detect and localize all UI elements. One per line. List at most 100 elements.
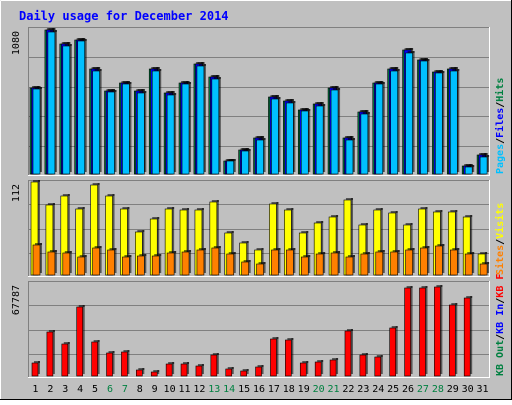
bar-pages-day-9	[151, 69, 162, 175]
bar-visits-day-6-side	[112, 194, 115, 273]
bar-kbf-day-27-face	[419, 287, 426, 377]
bar-pages-day-16-top	[258, 138, 266, 140]
bar-sites-day-16	[256, 262, 266, 276]
bar-sites-day-23-side	[367, 252, 370, 273]
bar-visits-day-17-side	[276, 202, 279, 273]
bar-sites-day-19	[300, 255, 311, 276]
bar-pages-day-2-side	[54, 30, 57, 172]
day-label-30: 30	[462, 384, 474, 395]
day-label-9: 9	[152, 384, 158, 395]
bar-visits-day-28-side	[440, 210, 443, 273]
bar-pages-day-10-side	[174, 93, 177, 172]
bar-visits-day-11-side	[187, 208, 190, 273]
bar-kbf-day-24	[374, 355, 383, 377]
bar-sites-day-22-top	[347, 255, 355, 257]
bar-visits-day-23-top	[360, 223, 368, 225]
bar-sites-day-17-top	[273, 248, 281, 250]
bar-pages-day-29-side	[457, 69, 460, 172]
bar-pages-day-19-side	[308, 109, 311, 172]
bar-visits-day-9-side	[157, 217, 160, 273]
bar-pages-day-28-side	[442, 71, 445, 172]
bar-kbf-day-28-side	[440, 285, 443, 374]
bar-pages-day-2	[47, 30, 57, 175]
bar-pages-day-15	[241, 149, 251, 175]
day-label-21: 21	[327, 384, 339, 395]
day-label-18: 18	[283, 384, 295, 395]
bar-visits-day-10-top	[167, 207, 175, 209]
bar-pages-day-11-side	[189, 82, 192, 172]
bar-sites-day-4	[77, 255, 87, 276]
bar-sites-day-5-top	[94, 246, 102, 248]
bar-kbf-day-19	[299, 361, 309, 377]
bar-pages-day-28	[435, 71, 445, 175]
bar-kbf-day-4-side	[82, 305, 85, 374]
bar-visits-day-24-side	[380, 208, 383, 273]
bar-kbf-day-26-face	[404, 287, 411, 377]
bar-files-day-2-top	[48, 28, 56, 30]
bar-pages-day-19	[300, 109, 311, 175]
day-label-19: 19	[298, 384, 310, 395]
bar-kbf-day-12	[195, 364, 204, 377]
bar-kbf-day-29-top	[451, 303, 458, 305]
bar-sites-day-26	[405, 248, 415, 276]
bar-kbf-day-15	[240, 369, 249, 377]
bar-sites-day-17	[271, 248, 281, 276]
bar-pages-day-12-top	[198, 64, 206, 66]
bar-sites-day-15	[241, 260, 251, 276]
day-label-5: 5	[92, 384, 98, 395]
bar-kbf-day-20-top	[317, 360, 324, 362]
bar-kbf-day-25-top	[391, 326, 398, 328]
bar-pages-day-31-face	[479, 156, 488, 175]
bar-visits-day-12-top	[196, 208, 204, 210]
bar-kbf-day-10-face	[165, 363, 173, 377]
bar-pages-day-19-top	[303, 109, 311, 111]
bar-files-day-3-top	[63, 42, 71, 44]
bar-sites-day-31-face	[479, 263, 488, 276]
bar-pages-day-1-face	[32, 88, 41, 175]
bar-sites-day-17-face	[271, 249, 279, 276]
bar-sites-day-16-top	[258, 262, 266, 264]
bar-kbf-day-12-side	[201, 364, 204, 374]
bar-visits-day-22-top	[345, 198, 353, 200]
bar-visits-day-19-side	[306, 231, 309, 273]
bar-pages-day-14-side	[233, 159, 236, 172]
bar-kbf-day-28-top	[436, 285, 443, 287]
bar-pages-day-6	[107, 90, 117, 175]
bar-pages-day-22-top	[347, 138, 355, 140]
bar-pages-day-6-face	[107, 91, 115, 175]
bar-pages-day-11-face	[181, 83, 190, 175]
bar-files-day-8-top	[137, 89, 145, 91]
bar-sites-day-21	[330, 251, 341, 276]
bar-sites-day-28	[435, 244, 445, 276]
bar-sites-day-28-side	[442, 244, 445, 273]
bar-sites-day-26-side	[412, 248, 415, 273]
bar-sites-day-9-side	[159, 254, 162, 273]
day-label-28: 28	[432, 384, 444, 395]
bar-kbf-day-29-side	[455, 303, 458, 374]
bar-visits-day-25-side	[395, 211, 398, 273]
bar-kbf-day-17-face	[270, 338, 277, 377]
day-label-20: 20	[313, 384, 325, 395]
bar-kbf-day-18-face	[285, 339, 292, 377]
day-label-8: 8	[137, 384, 143, 395]
bar-visits-day-26-top	[405, 223, 413, 225]
bar-sites-day-14-top	[228, 252, 236, 254]
bar-pages-day-7-top	[124, 82, 132, 84]
bar-kbf-day-6	[106, 351, 115, 377]
bar-sites-day-29-face	[449, 249, 458, 276]
bar-kbf-day-19-side	[306, 361, 309, 374]
bar-kbf-day-28	[434, 285, 443, 377]
bar-sites-day-22	[345, 255, 355, 276]
bar-visits-day-20-top	[316, 221, 324, 223]
day-label-24: 24	[372, 384, 384, 395]
bar-pages-day-11	[181, 82, 192, 175]
bar-kbf-day-3-top	[63, 342, 70, 344]
bar-kbf-day-14	[225, 367, 234, 377]
chart-title: Daily usage for December 2014	[19, 9, 229, 23]
bar-pages-day-26-top	[407, 51, 415, 53]
bar-pages-day-21-face	[330, 89, 339, 175]
bar-sites-day-8-side	[144, 254, 147, 273]
bar-visits-day-28-top	[435, 210, 443, 212]
bar-sites-day-7-side	[129, 255, 132, 273]
bar-pages-day-13	[211, 77, 221, 175]
